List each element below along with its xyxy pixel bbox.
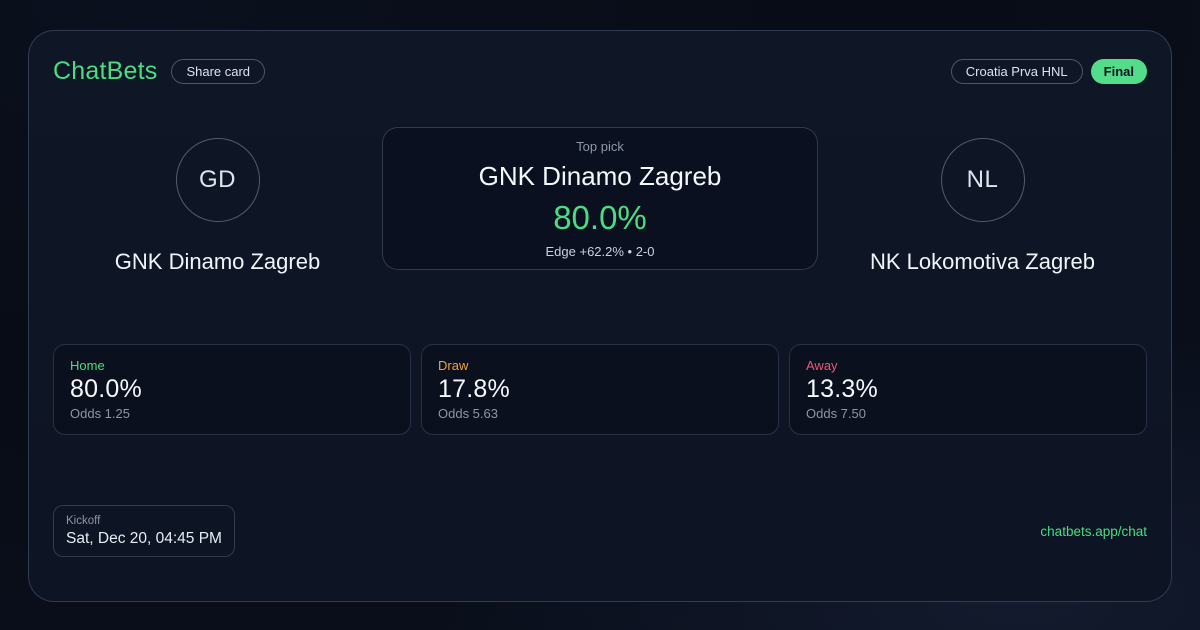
header: ChatBets Share card Croatia Prva HNL Fin…: [53, 57, 1147, 86]
top-pick-card: Top pick GNK Dinamo Zagreb 80.0% Edge +6…: [382, 127, 818, 270]
outcome-label: Away: [806, 358, 838, 373]
away-team: NL NK Lokomotiva Zagreb: [818, 127, 1147, 275]
league-badge: Croatia Prva HNL: [950, 59, 1083, 84]
outcome-odds: Odds 1.25: [70, 406, 130, 421]
outcome-odds: Odds 5.63: [438, 406, 498, 421]
kickoff-label: Kickoff: [66, 514, 101, 527]
home-team: GD GNK Dinamo Zagreb: [53, 127, 382, 275]
outcome-probability: 17.8%: [438, 375, 510, 403]
top-pick-team: GNK Dinamo Zagreb: [478, 160, 722, 191]
match-card: ChatBets Share card Croatia Prva HNL Fin…: [28, 30, 1172, 602]
share-card-button[interactable]: Share card: [171, 59, 266, 84]
home-team-name: GNK Dinamo Zagreb: [114, 249, 321, 274]
outcome-card-away: Away 13.3% Odds 7.50: [789, 344, 1147, 435]
footer-row: Kickoff Sat, Dec 20, 04:45 PM chatbets.a…: [53, 505, 1147, 557]
outcome-probability: 13.3%: [806, 375, 878, 403]
status-badge: Final: [1090, 59, 1147, 84]
outcome-odds: Odds 7.50: [806, 406, 866, 421]
kickoff-value: Sat, Dec 20, 04:45 PM: [66, 529, 222, 547]
outcome-card-draw: Draw 17.8% Odds 5.63: [421, 344, 779, 435]
top-pick-meta: Edge +62.2% • 2-0: [545, 243, 655, 259]
outcome-probability: 80.0%: [70, 375, 142, 403]
outcome-label: Home: [70, 358, 105, 373]
app-url-link[interactable]: chatbets.app/chat: [1040, 523, 1147, 539]
away-team-avatar: NL: [940, 138, 1025, 222]
away-team-name: NK Lokomotiva Zagreb: [870, 249, 1095, 274]
hero-row: GD GNK Dinamo Zagreb Top pick GNK Dinamo…: [53, 127, 1147, 275]
header-right: Croatia Prva HNL Final: [950, 59, 1147, 84]
kickoff-card: Kickoff Sat, Dec 20, 04:45 PM: [53, 505, 235, 557]
outcome-card-home: Home 80.0% Odds 1.25: [53, 344, 411, 435]
brand-logo: ChatBets: [53, 57, 158, 85]
top-pick-probability: 80.0%: [553, 198, 647, 236]
top-pick-label: Top pick: [576, 138, 624, 154]
home-team-avatar: GD: [175, 138, 260, 222]
outcome-label: Draw: [438, 358, 469, 373]
outcomes-row: Home 80.0% Odds 1.25 Draw 17.8% Odds 5.6…: [53, 344, 1147, 435]
